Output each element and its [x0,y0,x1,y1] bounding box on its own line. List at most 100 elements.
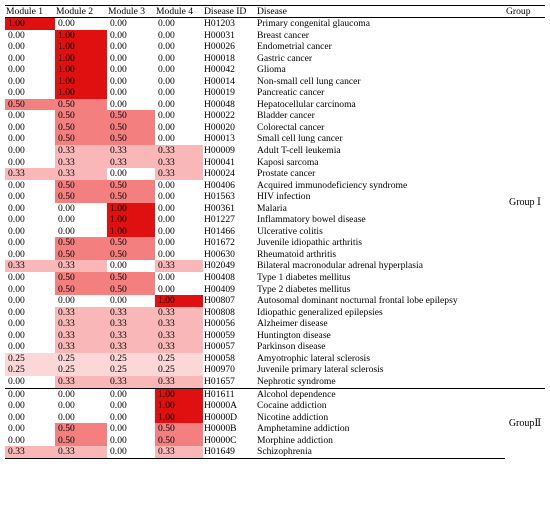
module-4-cell: 0.00 [155,98,203,111]
disease-name-cell: Alcohol dependence [256,387,505,401]
module-4-cell: 0.33 [155,156,203,169]
disease-name-cell: Type 2 diabetes mellitus [257,283,351,295]
table-row: 0.00 0.50 0.50 0.00 H01563 HIV infection [5,191,545,203]
module-1-cell: 0.00 [5,202,55,215]
header-module-2: Module 2 [55,5,107,18]
header-module-4: Module 4 [155,5,203,18]
header-disease: Disease [256,5,450,18]
module-3-cell: 0.33 [107,341,155,353]
disease-name-cell: Autosomal dominant nocturnal frontal lob… [257,295,458,307]
module-3-cell: 0.00 [107,423,155,435]
header-group: Group [505,5,545,18]
disease-id-cell: H00041 [204,156,235,168]
module-4-cell: 0.00 [155,75,203,88]
disease-name-cell: Juvenile primary lateral sclerosis [257,364,384,376]
table-row: 0.00 0.50 0.50 0.00 H00408 Type 1 diabetes me… [5,272,545,284]
table-row: 0.25 0.25 0.25 0.25 H00970 Juvenile primary l… [5,364,545,376]
module-4-cell: 0.00 [155,272,203,284]
module-4-cell: 0.00 [155,121,203,134]
module-2-cell: 0.33 [55,260,107,273]
disease-id-cell: H00014 [204,75,235,87]
module-1-cell: 0.00 [5,121,55,134]
module-3-cell: 0.00 [107,87,155,99]
module-4-cell: 0.00 [155,87,203,99]
module-4-cell: 0.00 [155,179,203,192]
disease-id-cell: H01466 [204,225,235,237]
table-row: 0.00 0.00 0.00 1.00 H00807 Autosomal dominant… [5,295,545,307]
disease-name-cell: Primary congenital glaucoma [257,18,370,29]
module-1-cell: 0.00 [5,306,55,319]
disease-name-cell: Idiopathic generalized epilepsies [257,306,383,318]
module-1-cell: 0.00 [5,156,55,169]
disease-id-cell: H00056 [204,318,235,330]
module-1-cell: 0.00 [5,75,55,88]
disease-name-cell: Kaposi sarcoma [257,156,319,168]
module-2-cell: 0.50 [55,423,107,435]
module-1-cell: 1.00 [5,17,55,30]
module-2-cell: 0.00 [55,295,107,307]
module-1-cell: 0.00 [5,295,55,307]
module-3-cell: 0.00 [107,17,155,30]
table-row: 0.33 0.33 0.00 0.33 H00024 Prostate cancer [5,168,545,180]
module-4-cell: 0.00 [155,191,203,203]
disease-id-cell: H00013 [204,133,235,145]
table-row: 1.00 0.00 0.00 0.00 H01203 Primary congenital… [5,17,545,208]
disease-id-cell: H00020 [204,121,235,133]
module-4-cell: 0.33 [155,145,203,157]
disease-name-cell: Glioma [257,64,286,76]
module-2-cell: 0.50 [55,121,107,134]
disease-id-cell: H0000B [204,423,237,435]
module-4-cell: 0.00 [155,225,203,238]
table-row: 0.00 0.00 1.00 0.00 H01466 Ulcerative colitis [5,225,545,238]
module-3-cell: 0.00 [107,411,155,424]
module-4-cell: 0.00 [155,64,203,76]
module-4-cell: 1.00 [155,400,203,412]
disease-id-cell: H01611 [203,387,256,401]
module-4-cell: 0.33 [155,375,203,388]
disease-id-cell: H00042 [204,64,235,76]
module-1-cell: 0.00 [5,329,55,342]
module-4-cell: 0.00 [155,214,203,226]
table-body: 1.00 0.00 0.00 0.00 H01203 Primary congenital… [5,17,545,459]
module-3-cell: 0.33 [107,375,155,388]
disease-id-cell: H0000C [204,434,237,446]
module-3-cell: 1.00 [107,202,155,215]
table-row: 0.33 0.33 0.00 0.33 H01649 Schizophrenia [5,446,545,459]
module-4-cell: 0.50 [155,423,203,435]
module-2-cell: 0.50 [55,191,107,203]
module-3-cell: 0.00 [107,98,155,111]
disease-name-cell: Gastric cancer [257,52,313,64]
disease-name-cell: Morphine addiction [257,434,333,446]
disease-id-cell: H01203 [204,18,235,29]
module-2-cell: 1.00 [55,41,107,53]
disease-name-cell: Adult T-cell leukemia [257,145,341,157]
module-3-cell: 0.33 [107,318,155,330]
disease-name-cell: HIV infection [257,191,311,203]
table-row: 0.00 0.00 0.00 1.00 H0000D Nicotine addiction [5,411,545,424]
module-1-cell: 0.25 [5,352,55,365]
module-3-cell: 0.50 [107,133,155,146]
disease-id-cell: H00058 [204,352,235,364]
disease-id-cell: H00026 [204,41,235,53]
table-row: 0.00 0.50 0.50 0.00 H00013 Small cell lung ca… [5,133,545,146]
disease-id-cell: H00009 [204,145,235,157]
table-row: 0.00 0.50 0.50 0.00 H00022 Bladder cancer [5,110,545,122]
module-1-cell: 0.00 [5,272,55,284]
module-4-cell: 0.00 [155,110,203,122]
module-1-cell: 0.00 [5,179,55,192]
table-row: 0.00 1.00 0.00 0.00 H00019 Pancreatic cancer [5,87,545,99]
table-row: 0.25 0.25 0.25 0.25 H00058 Amyotrophic latera… [5,352,545,365]
module-1-cell: 0.00 [5,41,55,53]
module-1-cell: 0.50 [5,98,55,111]
disease-name-cell: Nephrotic syndrome [257,375,336,387]
module-3-cell: 0.50 [107,121,155,134]
table-row: 0.00 0.33 0.33 0.33 H00009 Adult T-cell leuke… [5,145,545,157]
disease-name-cell: Huntington disease [257,329,331,341]
table-row: 0.00 0.00 0.00 1.00 H0000A Cocaine addiction [5,400,545,412]
module-1-cell: 0.00 [5,375,55,388]
table-row: 0.00 1.00 0.00 0.00 H00031 Breast cancer [5,29,545,42]
disease-name-cell: Rheumatoid arthritis [257,248,337,260]
disease-id-cell: H00630 [204,248,235,260]
disease-name-cell: Bladder cancer [257,110,315,122]
table-row: 0.00 0.50 0.00 0.50 H0000B Amphetamine addict… [5,423,545,435]
